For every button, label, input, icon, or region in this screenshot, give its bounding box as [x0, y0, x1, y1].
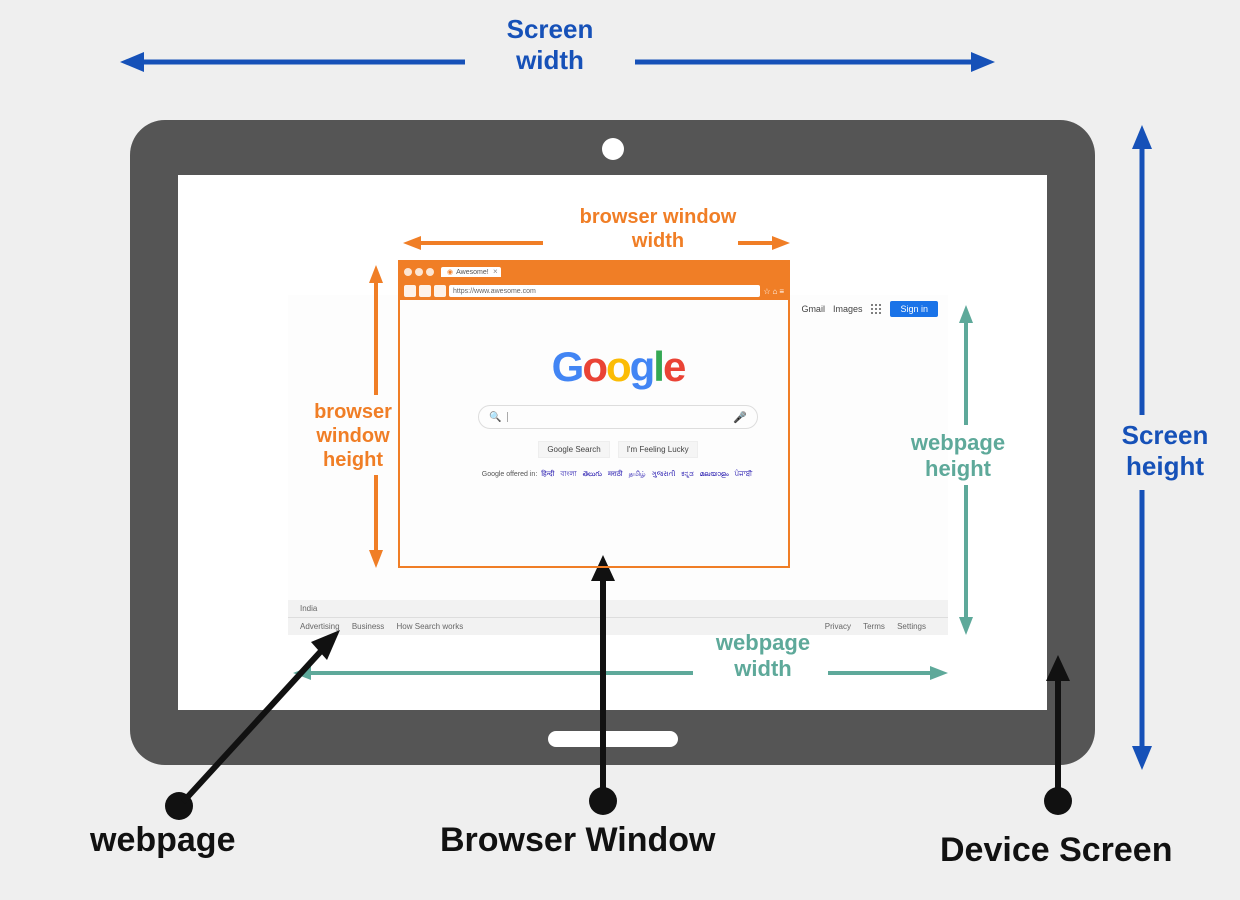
footer-country: India	[288, 600, 948, 618]
browser-tabbar: ◉Awesome!	[400, 262, 788, 282]
url-input[interactable]: https://www.awesome.com	[449, 285, 760, 297]
webpage-height-label: webpage height	[903, 430, 1013, 483]
google-footer: India Advertising Business How Search wo…	[288, 600, 948, 635]
screen-width-arrow-right	[635, 50, 995, 80]
browser-width-label: browser window width	[548, 205, 768, 253]
webpage-width-label: webpage width	[698, 630, 828, 683]
screen-height-arrow-top	[1130, 125, 1160, 415]
webpage-width-arrow-left	[293, 665, 693, 685]
star-icon[interactable]: ☆	[763, 287, 770, 296]
window-control-icon[interactable]	[415, 268, 423, 276]
tab-title: Awesome!	[456, 269, 489, 276]
browser-height-label: browser window height	[308, 400, 398, 472]
menu-icon[interactable]: ≡	[779, 287, 784, 296]
home-icon[interactable]: ⌂	[772, 287, 777, 296]
footer-link[interactable]: Settings	[897, 622, 926, 631]
webpage-callout-label: webpage	[90, 820, 235, 861]
tablet-screen: Gmail Images Sign in Google 🔍 🎤 Google S…	[178, 175, 1047, 710]
screen-height-label: Screen height	[1110, 420, 1220, 482]
nav-forward-icon[interactable]	[419, 285, 431, 297]
webpage-height-arrow-bottom	[958, 485, 978, 635]
footer-link[interactable]: Privacy	[825, 622, 851, 631]
signin-button[interactable]: Sign in	[890, 301, 938, 317]
footer-link[interactable]: Business	[352, 622, 384, 631]
window-control-icon[interactable]	[426, 268, 434, 276]
screen-height-arrow-bottom	[1130, 490, 1160, 770]
browser-urlbar: https://www.awesome.com ☆ ⌂ ≡	[400, 282, 788, 300]
browser-callout-label: Browser Window	[440, 820, 716, 861]
url-action-icons: ☆ ⌂ ≡	[763, 287, 784, 296]
window-control-icon[interactable]	[404, 268, 412, 276]
device-tablet: Gmail Images Sign in Google 🔍 🎤 Google S…	[130, 120, 1095, 765]
browser-width-arrow-left	[403, 235, 543, 255]
browser-tab[interactable]: ◉Awesome!	[441, 267, 501, 277]
browser-window: ◉Awesome! https://www.awesome.com ☆ ⌂ ≡	[398, 260, 790, 568]
nav-back-icon[interactable]	[404, 285, 416, 297]
header-link-images[interactable]: Images	[833, 304, 863, 314]
footer-link[interactable]: How Search works	[397, 622, 464, 631]
webpage-height-arrow-top	[958, 305, 978, 425]
footer-link[interactable]: Advertising	[300, 622, 340, 631]
apps-grid-icon[interactable]	[870, 303, 882, 315]
screen-width-label: Screen width	[470, 14, 630, 76]
nav-reload-icon[interactable]	[434, 285, 446, 297]
footer-link[interactable]: Terms	[863, 622, 885, 631]
screen-width-arrow-left	[120, 50, 465, 80]
tablet-home-button	[548, 731, 678, 747]
tablet-camera	[602, 138, 624, 160]
webpage-width-arrow-right	[828, 665, 948, 685]
device-callout-label: Device Screen	[940, 830, 1173, 871]
header-link-gmail[interactable]: Gmail	[801, 304, 825, 314]
